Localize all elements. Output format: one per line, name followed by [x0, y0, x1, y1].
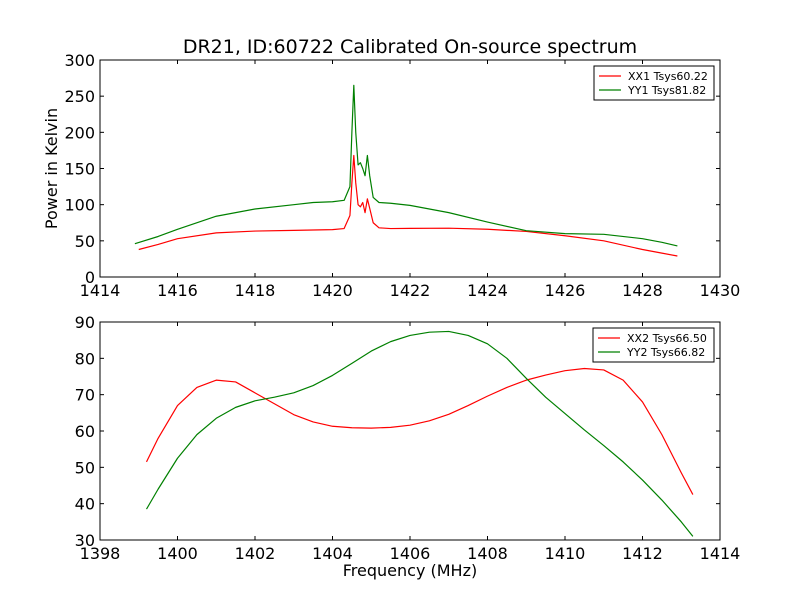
- x-tick-label: 1420: [312, 281, 353, 300]
- y-tick-label: 300: [64, 51, 95, 70]
- x-tick-label: 1402: [235, 544, 276, 563]
- x-tick-label: 1422: [390, 281, 431, 300]
- y-tick-label: 50: [75, 232, 95, 251]
- y-tick-label: 40: [75, 495, 95, 514]
- series-line-2: [134, 84, 678, 247]
- x-tick-label: 1424: [467, 281, 508, 300]
- y-tick-label: 30: [75, 531, 95, 550]
- x-tick-label: 1430: [700, 281, 741, 300]
- x-tick-label: 1404: [312, 544, 353, 563]
- x-tick-label: 1414: [80, 281, 121, 300]
- x-tick-label: 1408: [467, 544, 508, 563]
- y-tick-label: 0: [85, 268, 95, 287]
- x-axis-label: Frequency (MHz): [343, 561, 477, 580]
- x-tick-label: 1410: [545, 544, 586, 563]
- x-tick-label: 1412: [622, 544, 663, 563]
- y-tick-label: 90: [75, 313, 95, 332]
- y-tick-label: 200: [64, 123, 95, 142]
- y-tick-label: 80: [75, 349, 95, 368]
- x-tick-label: 1398: [80, 544, 121, 563]
- series-line-1: [138, 154, 678, 257]
- top-panel: 1414 1416 1418 1420 1422 1424 1426 1428 1430 0 50 1…: [42, 51, 740, 300]
- legend-box: [593, 65, 715, 101]
- y-tick-label: 60: [75, 422, 95, 441]
- x-tick-label: 1400: [157, 544, 198, 563]
- legend-label-1: XX1 Tsys60.22: [628, 70, 708, 83]
- legend-label-2: YY2 Tsys66.82: [626, 346, 705, 359]
- series-line-2: [145, 330, 694, 537]
- x-tick-label: 1416: [157, 281, 198, 300]
- y-tick-label: 250: [64, 87, 95, 106]
- y-axis-label: Power in Kelvin: [42, 108, 61, 229]
- legend-label-2: YY1 Tsys81.82: [627, 84, 706, 97]
- bottom-panel: 1398 1400 1402 1404 1406 1408 1410 1412 1414 30 40…: [75, 313, 741, 580]
- chart-title: DR21, ID:60722 Calibrated On-source spec…: [183, 36, 637, 58]
- x-tick-label: 1418: [235, 281, 276, 300]
- y-tick-label: 150: [64, 160, 95, 179]
- y-tick-label: 70: [75, 386, 95, 405]
- x-tick-label: 1428: [622, 281, 663, 300]
- x-tick-label: 1426: [545, 281, 586, 300]
- legend-label-1: XX2 Tsys66.50: [627, 332, 707, 345]
- x-tick-label: 1406: [390, 544, 431, 563]
- legend-box: [592, 327, 715, 363]
- x-tick-label: 1414: [700, 544, 741, 563]
- y-tick-label: 100: [64, 196, 95, 215]
- y-tick-label: 50: [75, 458, 95, 477]
- series-line-1: [145, 367, 694, 495]
